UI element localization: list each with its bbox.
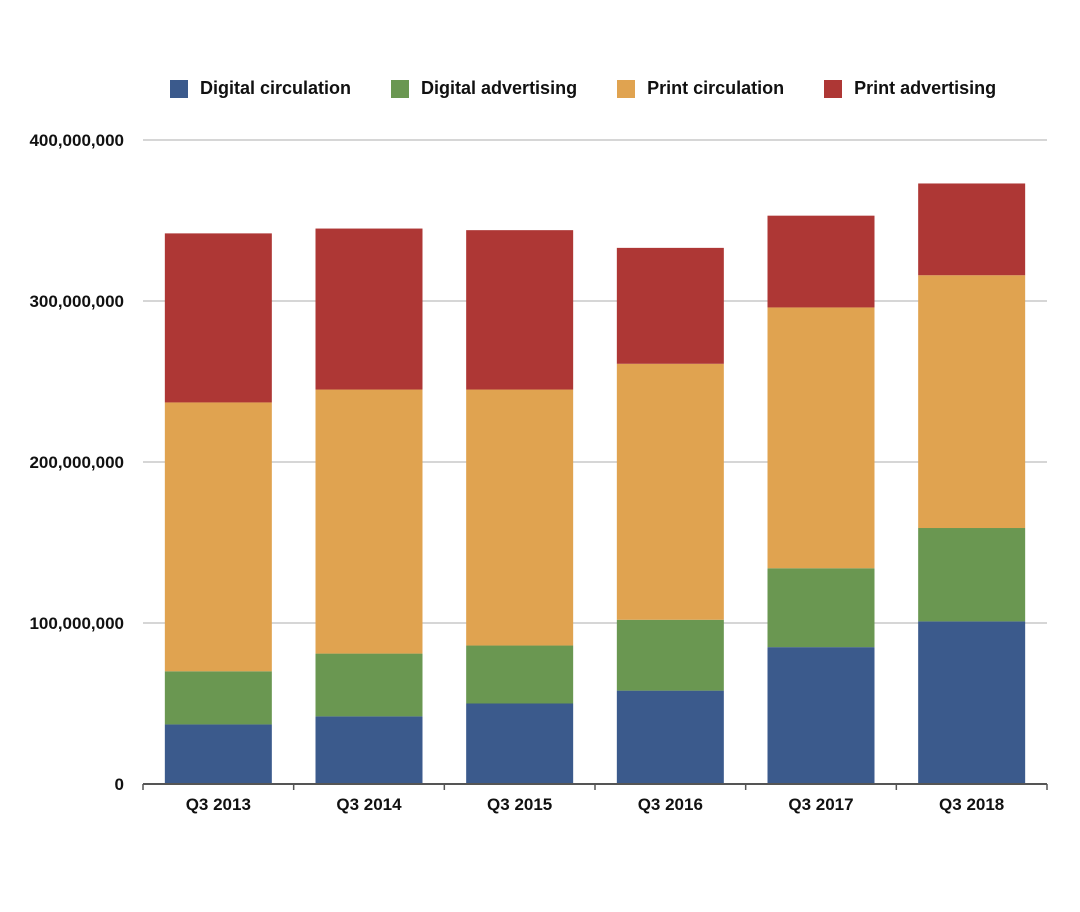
bar-segment-print-circulation	[315, 389, 423, 654]
legend-label: Digital advertising	[421, 78, 578, 98]
legend-label: Digital circulation	[200, 78, 352, 98]
legend-swatch	[391, 79, 410, 98]
bar-segment-digital-circulation	[466, 703, 574, 784]
bar-segment-digital-advertising	[918, 528, 1026, 622]
legend-label: Print advertising	[854, 78, 997, 98]
legend-item-print-advertising: Print advertising	[824, 78, 996, 99]
bar-segment-print-advertising	[164, 233, 272, 403]
bar-segment-digital-advertising	[164, 671, 272, 725]
bar-segment-digital-circulation	[315, 716, 423, 784]
bar-segment-print-circulation	[466, 389, 574, 646]
legend-item-digital-circulation: Digital circulation	[170, 78, 351, 99]
bar-segment-print-advertising	[315, 228, 423, 390]
legend-label: Print circulation	[647, 78, 785, 98]
legend-item-print-circulation: Print circulation	[617, 78, 784, 99]
bar-segment-digital-circulation	[767, 647, 875, 784]
legend-swatch	[824, 79, 843, 98]
bar-segment-print-circulation	[164, 402, 272, 672]
axes: 0 100,000,000 200,000,000 300,000,000 400,00…	[29, 131, 1048, 814]
bar-segment-digital-advertising	[616, 619, 724, 691]
bar-segment-digital-advertising	[315, 653, 423, 717]
x-tick-label: Q3 2018	[939, 795, 1004, 814]
x-tick-label: Q3 2017	[788, 795, 853, 814]
bar-segment-digital-circulation	[918, 621, 1026, 784]
bar-segment-print-advertising	[466, 230, 574, 390]
bar-segment-print-circulation	[616, 363, 724, 620]
legend-swatch	[617, 79, 636, 98]
y-tick-label: 300,000,000	[29, 292, 124, 311]
bar-segment-print-circulation	[767, 307, 875, 569]
x-tick-label: Q3 2016	[638, 795, 703, 814]
y-tick-label: 400,000,000	[29, 131, 124, 150]
y-tick-label: 0	[115, 775, 124, 794]
x-tick-label: Q3 2014	[336, 795, 402, 814]
x-tick-label: Q3 2015	[487, 795, 552, 814]
bar-segment-digital-circulation	[164, 724, 272, 784]
bar-segment-print-circulation	[918, 275, 1026, 529]
legend: Digital circulation Digital advertising …	[170, 78, 1036, 99]
bar-segment-digital-advertising	[466, 645, 574, 704]
bar-segment-digital-advertising	[767, 568, 875, 648]
bar-segment-print-advertising	[616, 247, 724, 364]
bar-segment-digital-circulation	[616, 690, 724, 784]
legend-item-digital-advertising: Digital advertising	[391, 78, 577, 99]
grid-lines	[143, 139, 1047, 624]
legend-swatch	[170, 79, 188, 98]
bar-segment-print-advertising	[767, 215, 875, 308]
y-tick-label: 100,000,000	[29, 614, 124, 633]
x-tick-label: Q3 2013	[186, 795, 251, 814]
bars	[164, 183, 1026, 784]
bar-segment-print-advertising	[918, 183, 1026, 276]
y-tick-label: 200,000,000	[29, 453, 124, 472]
